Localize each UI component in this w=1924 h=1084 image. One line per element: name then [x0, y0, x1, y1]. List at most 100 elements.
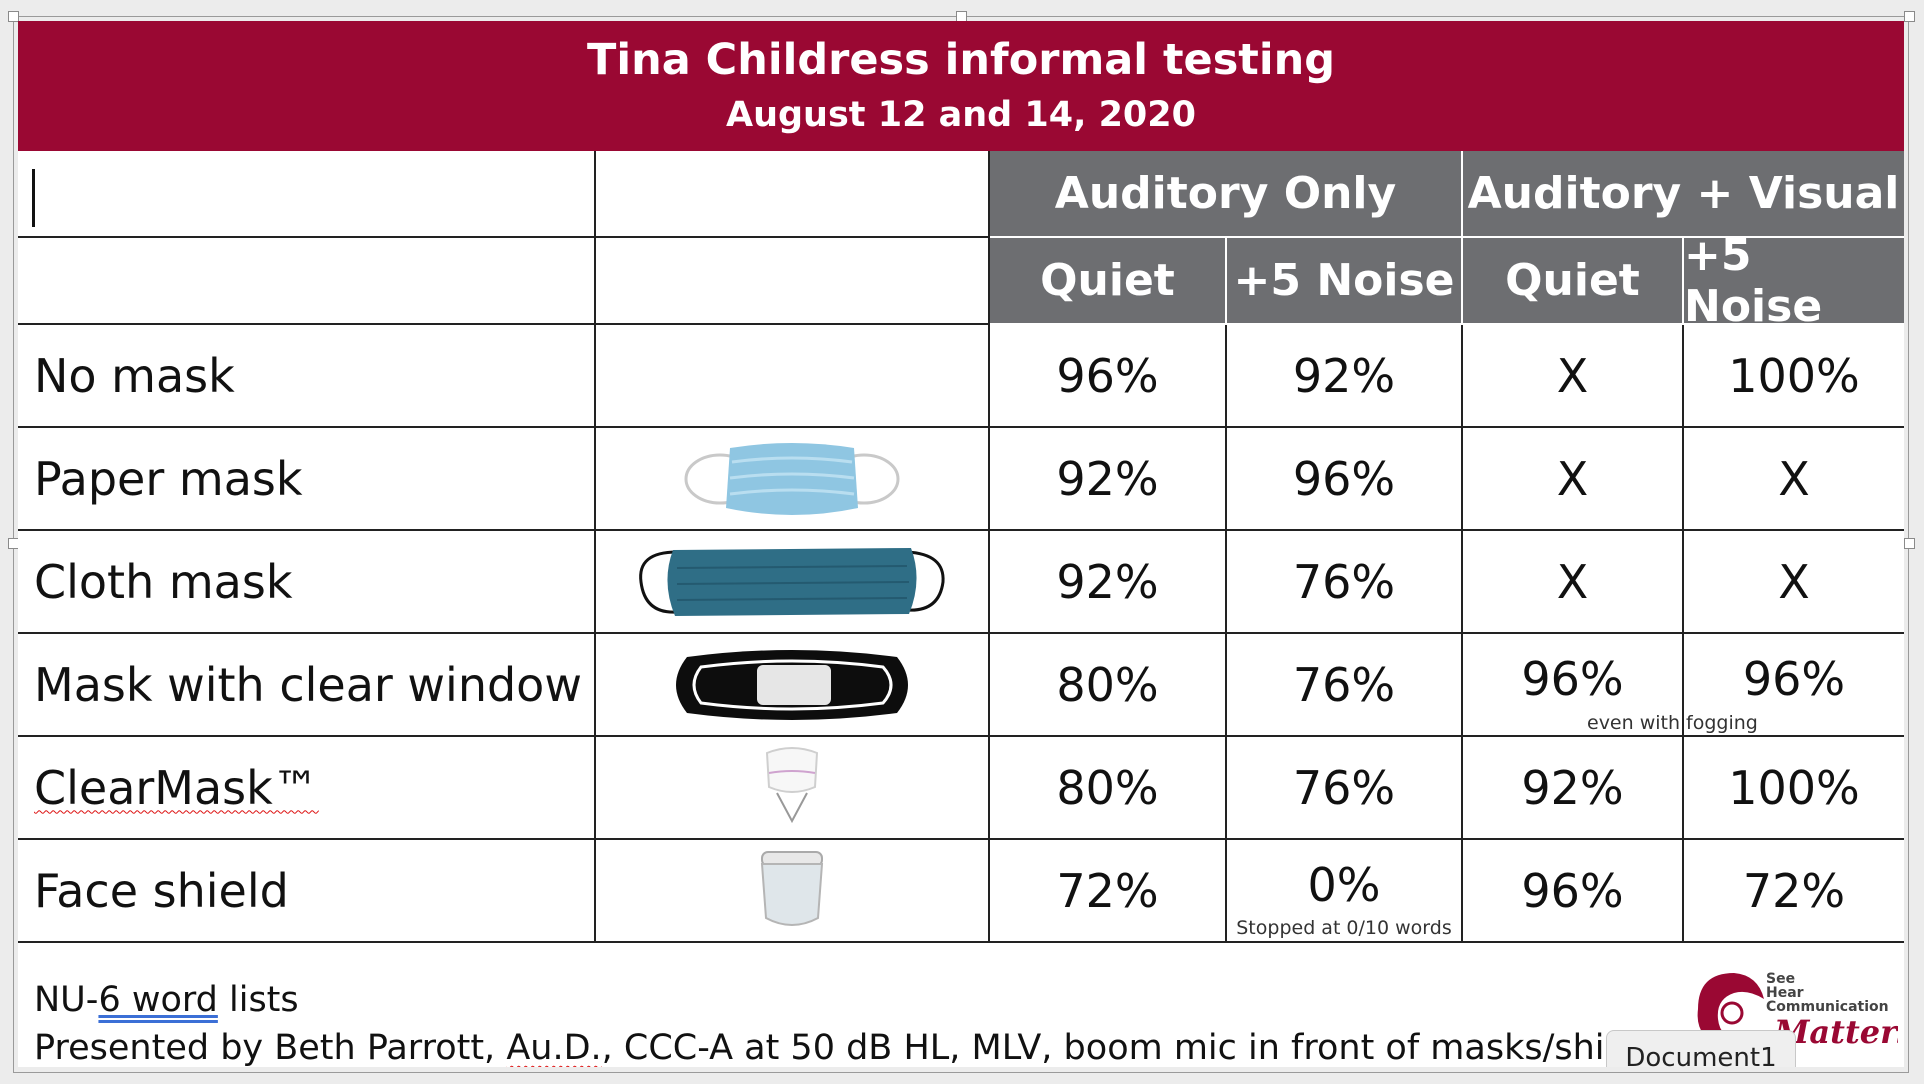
cell-value: X	[1556, 348, 1589, 403]
header-empty-label[interactable]	[18, 151, 596, 238]
cell-clear-window-av-quiet[interactable]: 96%	[1463, 634, 1684, 737]
cell-value: 96%	[1056, 348, 1159, 403]
slide: Tina Childress informal testing August 1…	[18, 21, 1904, 1067]
footer-line-2: Presented by Beth Parrott, Au.D., CCC-A …	[34, 1024, 1658, 1067]
cell-value: 0%	[1307, 857, 1381, 912]
title-banner: Tina Childress informal testing August 1…	[18, 21, 1904, 151]
document-tooltip: Document1	[1606, 1030, 1796, 1067]
cell-paper-mask-av-noise[interactable]: X	[1684, 428, 1904, 531]
logo-communication: Communication	[1766, 999, 1889, 1015]
cell-value: X	[1778, 451, 1810, 506]
results-table: Auditory Only Auditory + Visual Quiet +5…	[18, 151, 1904, 963]
subheader-av-noise: +5 Noise	[1684, 230, 1904, 332]
footer-line2-squiggle: Au.D.	[506, 1028, 602, 1067]
row-image-cloth-mask[interactable]	[596, 531, 990, 634]
cell-cloth-mask-av-quiet[interactable]: X	[1463, 531, 1684, 634]
cell-clear-window-ao-quiet[interactable]: 80%	[990, 634, 1227, 737]
header-auditory-visual: Auditory + Visual	[1463, 151, 1904, 238]
cell-face-shield-ao-quiet[interactable]: 72%	[990, 840, 1227, 943]
row-label-text: Cloth mask	[34, 554, 293, 609]
footer-line2-prefix: Presented by Beth Parrott,	[34, 1028, 507, 1067]
subheader-ao-quiet: Quiet	[990, 238, 1227, 325]
cell-value: 92%	[1292, 348, 1396, 403]
cell-value: 92%	[1056, 554, 1159, 609]
cell-paper-mask-ao-noise[interactable]: 96%	[1227, 428, 1463, 531]
subheader-av-quiet: Quiet	[1463, 238, 1684, 325]
cell-value: 100%	[1728, 348, 1860, 403]
header-auditory-visual-label: Auditory + Visual	[1467, 168, 1900, 219]
stopped-note: Stopped at 0/10 words	[1236, 917, 1452, 939]
cell-no-mask-ao-noise[interactable]: 92%	[1227, 325, 1463, 428]
subheader-ao-quiet-label: Quiet	[1040, 255, 1175, 306]
row-label-cloth-mask[interactable]: Cloth mask	[18, 531, 596, 634]
footer-line1-suffix: lists	[217, 980, 299, 1020]
subheader-av-quiet-label: Quiet	[1505, 255, 1640, 306]
cell-no-mask-ao-quiet[interactable]: 96%	[990, 325, 1227, 428]
resize-handle-right[interactable]	[1904, 538, 1915, 549]
resize-handle-top-left[interactable]	[8, 11, 19, 22]
cell-value: 76%	[1292, 554, 1396, 609]
cell-value: X	[1778, 554, 1810, 609]
cell-paper-mask-ao-quiet[interactable]: 92%	[990, 428, 1227, 531]
cell-clearmask-av-quiet[interactable]: 92%	[1463, 737, 1684, 840]
cell-value: 80%	[1056, 657, 1159, 712]
header-empty-image[interactable]	[596, 151, 990, 238]
logo-hear: Hear	[1766, 985, 1804, 1001]
row-label-clear-window-mask[interactable]: Mask with clear window	[18, 634, 596, 737]
cell-clearmask-ao-noise[interactable]: 76%	[1227, 737, 1463, 840]
text-cursor	[32, 169, 35, 227]
cell-value: 76%	[1292, 657, 1396, 712]
cell-value: 72%	[1056, 863, 1159, 918]
cell-value: 96%	[1292, 451, 1396, 506]
subheader-empty-label[interactable]	[18, 238, 596, 325]
row-label-text: Mask with clear window	[34, 657, 582, 712]
logo-see: See	[1766, 971, 1795, 987]
footer-line2-suffix: , CCC-A at 50 dB HL, MLV, boom mic in fr…	[601, 1028, 1658, 1067]
cell-face-shield-av-noise[interactable]: 72%	[1684, 840, 1904, 943]
row-label-no-mask[interactable]: No mask	[18, 325, 596, 428]
cell-value: 96%	[1521, 651, 1624, 706]
cell-cloth-mask-ao-quiet[interactable]: 92%	[990, 531, 1227, 634]
cloth-mask-icon	[639, 547, 945, 616]
row-label-paper-mask[interactable]: Paper mask	[18, 428, 596, 531]
row-image-no-mask[interactable]	[596, 325, 990, 428]
cell-face-shield-av-quiet[interactable]: 96%	[1463, 840, 1684, 943]
cell-clearmask-ao-quiet[interactable]: 80%	[990, 737, 1227, 840]
row-image-face-shield[interactable]	[596, 840, 990, 943]
footer-line-1: NU-6 word lists	[34, 976, 1658, 1024]
paper-mask-icon	[684, 442, 900, 515]
slide-title: Tina Childress informal testing	[587, 35, 1335, 85]
cell-paper-mask-av-quiet[interactable]: X	[1463, 428, 1684, 531]
row-image-paper-mask[interactable]	[596, 428, 990, 531]
footer-notes[interactable]: NU-6 word lists Presented by Beth Parrot…	[34, 976, 1658, 1067]
cell-value: 92%	[1056, 451, 1159, 506]
row-image-clear-window-mask[interactable]	[596, 634, 990, 737]
cell-no-mask-av-noise[interactable]: 100%	[1684, 325, 1904, 428]
subheader-ao-noise: +5 Noise	[1227, 238, 1463, 325]
slide-subtitle: August 12 and 14, 2020	[726, 95, 1196, 135]
cell-clearmask-av-noise[interactable]: 100%	[1684, 737, 1904, 840]
cell-value: 72%	[1742, 863, 1846, 918]
resize-handle-top-right[interactable]	[1904, 11, 1915, 22]
cell-value: 100%	[1728, 760, 1860, 815]
subheader-empty-image[interactable]	[596, 238, 990, 325]
face-shield-icon	[760, 850, 824, 926]
subheader-ao-noise-label: +5 Noise	[1233, 255, 1455, 306]
footer-line1-underlined: 6 word	[98, 980, 218, 1020]
row-image-clearmask[interactable]	[596, 737, 990, 840]
clear-window-mask-icon	[676, 649, 908, 720]
cell-no-mask-av-quiet[interactable]: X	[1463, 325, 1684, 428]
fogging-note: even with fogging	[1587, 712, 1758, 734]
row-label-face-shield[interactable]: Face shield	[18, 840, 596, 943]
row-label-text: Paper mask	[34, 451, 303, 506]
cell-cloth-mask-ao-noise[interactable]: 76%	[1227, 531, 1463, 634]
cell-face-shield-ao-noise[interactable]: 0% Stopped at 0/10 words	[1227, 840, 1463, 943]
cell-clear-window-ao-noise[interactable]: 76%	[1227, 634, 1463, 737]
cell-value: X	[1556, 554, 1589, 609]
cell-cloth-mask-av-noise[interactable]: X	[1684, 531, 1904, 634]
cell-value: 96%	[1742, 651, 1846, 706]
clearmask-icon	[765, 746, 819, 823]
row-label-clearmask[interactable]: ClearMask™	[18, 737, 596, 840]
cell-clear-window-av-noise[interactable]: 96%	[1684, 634, 1904, 737]
header-auditory-only: Auditory Only	[990, 151, 1463, 238]
